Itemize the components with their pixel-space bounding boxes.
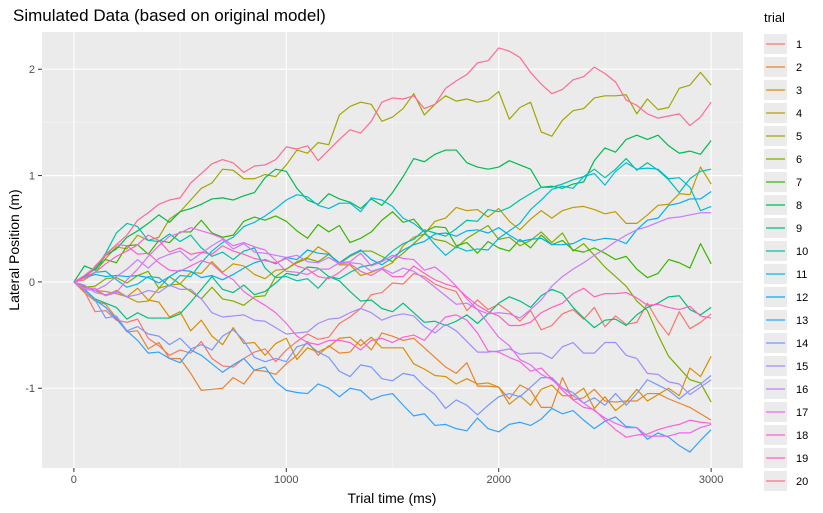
y-axis-title: Lateral Position (m)	[6, 189, 22, 310]
x-axis: 0 1000 2000 3000	[71, 468, 723, 486]
series-line-trial-12	[73, 191, 712, 284]
series-line-trial-11	[73, 162, 712, 288]
legend-label: 18	[796, 430, 808, 442]
y-tick-label: 1	[29, 171, 35, 183]
series-line-trial-9	[73, 266, 712, 329]
series-line-trial-2	[73, 281, 712, 421]
series-line-trial-14	[73, 281, 712, 416]
y-tick-label: 0	[29, 277, 35, 289]
legend-label: 12	[796, 292, 808, 304]
legend-label: 8	[796, 200, 802, 212]
legend-label: 15	[796, 361, 808, 373]
legend-label: 2	[796, 62, 802, 74]
legend-label: 7	[796, 177, 802, 189]
legend-label: 11	[796, 269, 807, 281]
x-tick-label: 0	[71, 474, 77, 486]
chart-title: Simulated Data (based on original model)	[13, 6, 326, 25]
series-line-trial-16	[73, 212, 712, 319]
grid-minor	[42, 32, 743, 468]
series-line-trial-17	[73, 227, 712, 437]
series-line-trial-15	[73, 281, 712, 396]
y-axis: -1 0 1 2	[25, 64, 42, 395]
series-line-trial-13	[73, 281, 712, 453]
series-line-trial-10	[73, 157, 712, 289]
series-line-trial-3	[73, 281, 712, 412]
series-line-trial-6	[73, 224, 712, 403]
legend-label: 13	[796, 315, 808, 327]
legend-label: 20	[796, 476, 808, 488]
legend-label: 10	[796, 246, 808, 258]
legend-label: 9	[796, 223, 802, 235]
grid-major	[42, 32, 743, 468]
series-line-trial-20	[73, 47, 712, 283]
series-line-trial-18	[73, 244, 712, 438]
legend-label: 5	[796, 131, 802, 143]
y-tick-label: 2	[29, 64, 35, 76]
legend-label: 16	[796, 384, 808, 396]
series-line-trial-7	[73, 211, 712, 283]
legend-label: 1	[796, 39, 802, 51]
legend-label: 19	[796, 453, 808, 465]
series-lines	[73, 47, 712, 453]
series-line-trial-1	[73, 272, 712, 368]
y-tick-label: -1	[25, 383, 35, 395]
x-tick-label: 3000	[699, 474, 723, 486]
legend-label: 6	[796, 154, 802, 166]
series-line-trial-19	[73, 234, 712, 327]
legend-label: 4	[796, 108, 802, 120]
legend-title: trial	[764, 10, 785, 25]
series-line-trial-8	[73, 134, 712, 283]
legend-label: 14	[796, 338, 808, 350]
x-axis-title: Trial time (ms)	[348, 490, 437, 506]
legend-label: 17	[796, 407, 808, 419]
legend-label: 3	[796, 85, 802, 97]
x-tick-label: 2000	[486, 474, 510, 486]
x-tick-label: 1000	[274, 474, 298, 486]
